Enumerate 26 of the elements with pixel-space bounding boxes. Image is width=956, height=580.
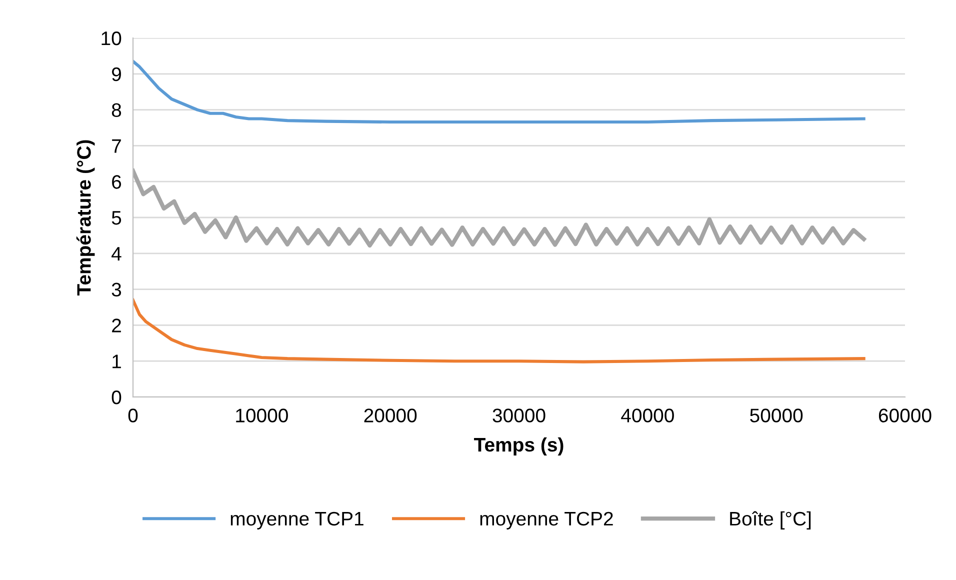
y-tick-label: 4	[112, 247, 122, 260]
y-tick-label: 3	[112, 282, 122, 297]
y-tick-label: 9	[112, 67, 121, 82]
x-tick-label: 0	[128, 408, 138, 422]
y-tick-label: 8	[112, 103, 122, 118]
line-series	[133, 298, 866, 364]
y-tick-label: 7	[112, 139, 121, 153]
y-axis-title: Température (°C)	[76, 140, 95, 296]
x-tick-label: 60000	[878, 408, 932, 422]
line-series	[133, 60, 866, 124]
y-tick-label: 5	[112, 211, 122, 225]
y-tick-label: 10	[102, 31, 122, 46]
x-tick-label: 30000	[492, 408, 546, 422]
y-tick-label: 6	[112, 175, 122, 189]
x-tick-label: 40000	[621, 408, 674, 422]
x-tick-label: 10000	[236, 408, 288, 422]
y-tick-label: 0	[112, 390, 122, 404]
x-tick-label: 50000	[750, 408, 803, 422]
legend-label: moyenne TCP1	[230, 512, 364, 530]
y-tick-label: 1	[112, 354, 121, 368]
x-axis-title: Temps (s)	[474, 437, 564, 456]
legend-label: Boîte [°C]	[730, 511, 811, 530]
legend-label: moyenne TCP2	[480, 512, 613, 530]
y-tick-label: 2	[112, 318, 121, 332]
x-tick-label: 20000	[364, 408, 417, 422]
line-series	[133, 168, 866, 248]
